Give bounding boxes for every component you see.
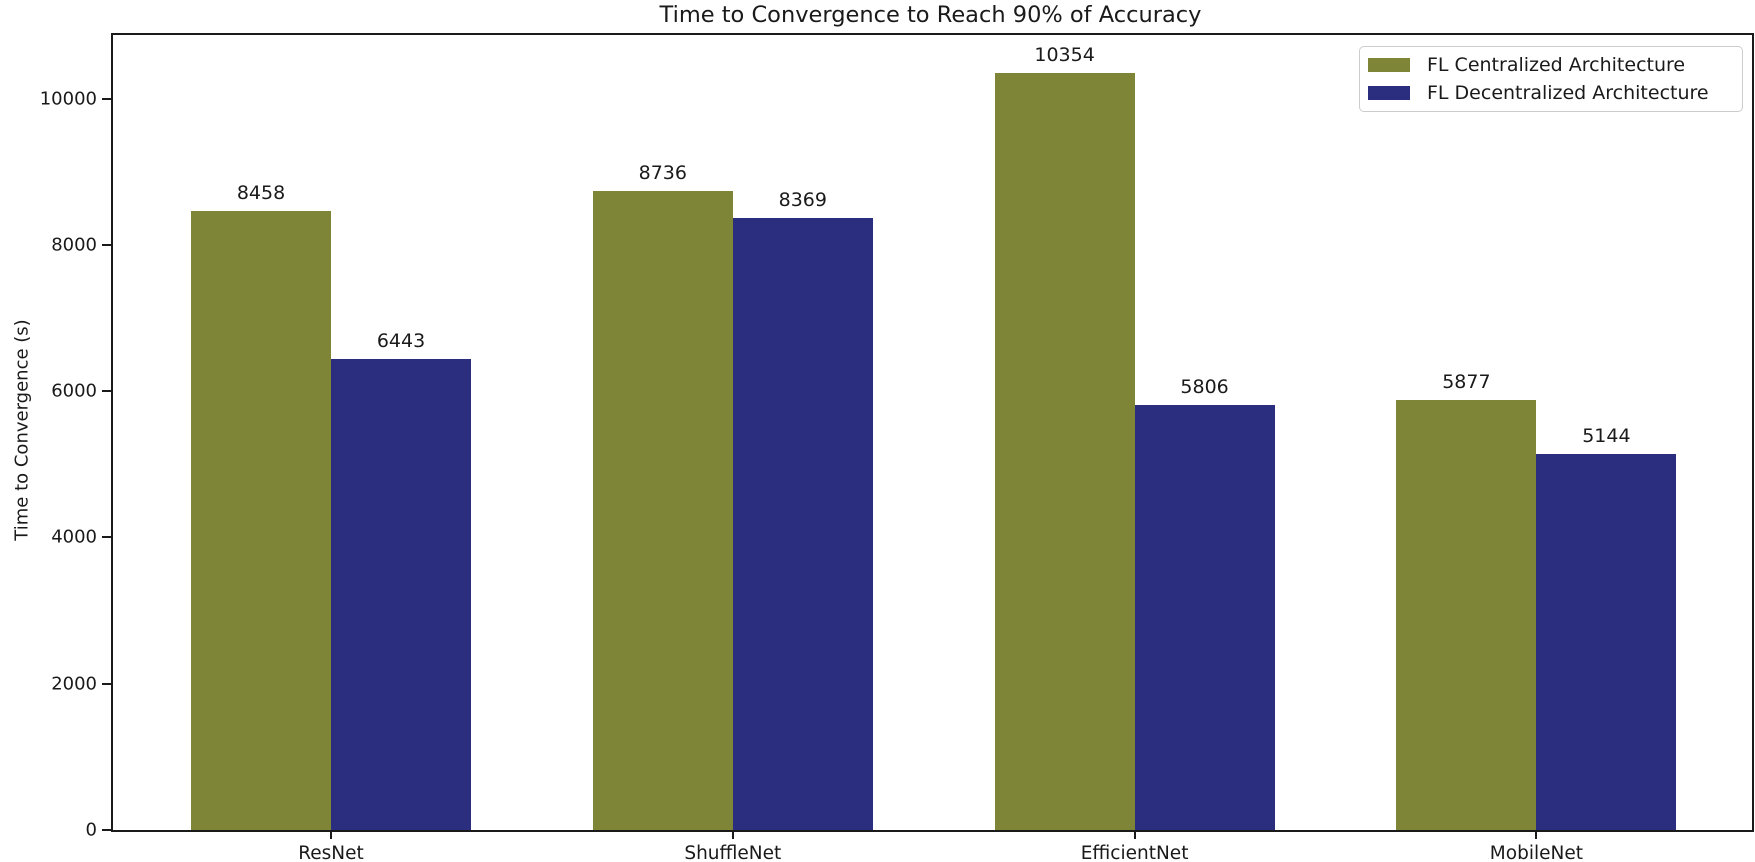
bar-resnet-series1 <box>331 358 471 830</box>
bar-shufflenet-series0 <box>592 191 733 830</box>
bar-resnet-series0 <box>191 211 331 830</box>
y-tick-label: 2000 <box>51 673 97 695</box>
plot-area: FL Centralized Architecture FL Decentral… <box>40 33 1754 862</box>
legend-swatch-centralized <box>1368 58 1410 72</box>
x-tick-mark <box>731 830 734 839</box>
x-tick-mark <box>330 830 332 839</box>
y-tick-label: 0 <box>85 819 97 841</box>
bar-shufflenet-series1 <box>732 217 873 830</box>
y-tick-label: 6000 <box>51 380 97 402</box>
bar-value-label: 8736 <box>638 162 687 185</box>
x-tick-label-shufflenet: ShuffleNet <box>684 843 782 862</box>
y-tick-label: 4000 <box>51 526 97 548</box>
legend: FL Centralized Architecture FL Decentral… <box>1359 46 1743 112</box>
y-tick-mark <box>102 97 111 100</box>
y-axis-label: Time to Convergence (s) <box>11 319 33 541</box>
legend-entry-decentralized: FL Decentralized Architecture <box>1368 82 1742 104</box>
bar-value-label: 5806 <box>1180 376 1229 399</box>
bar-mobilenet-series0 <box>1396 400 1537 830</box>
bar-value-label: 8369 <box>778 188 827 211</box>
legend-label-decentralized: FL Decentralized Architecture <box>1427 82 1709 104</box>
y-tick-mark <box>102 829 111 831</box>
bar-value-label: 10354 <box>1034 43 1095 66</box>
y-tick-mark <box>102 682 111 685</box>
legend-label-centralized: FL Centralized Architecture <box>1427 54 1686 76</box>
y-tick-mark <box>102 243 111 246</box>
x-tick-label-efficientnet: EfficientNet <box>1080 843 1189 862</box>
legend-entry-centralized: FL Centralized Architecture <box>1368 54 1742 76</box>
bar-efficientnet-series0 <box>994 72 1135 830</box>
bar-value-label: 6443 <box>376 329 426 352</box>
x-tick-label-resnet: ResNet <box>298 843 364 862</box>
legend-swatch-decentralized <box>1368 86 1410 100</box>
x-tick-mark <box>1133 830 1136 839</box>
y-tick-mark <box>102 536 111 539</box>
y-tick-label: 8000 <box>51 234 97 256</box>
bar-mobilenet-series1 <box>1536 453 1677 830</box>
bar-value-label: 5877 <box>1442 371 1491 394</box>
bar-value-label: 8458 <box>236 182 286 205</box>
y-tick-mark <box>102 390 111 393</box>
bar-value-label: 5144 <box>1582 424 1631 447</box>
chart-title: Time to Convergence to Reach 90% of Accu… <box>659 2 1202 28</box>
bar-efficientnet-series1 <box>1134 405 1275 830</box>
x-tick-mark <box>1535 830 1538 839</box>
y-tick-label: 10000 <box>39 88 97 110</box>
x-tick-label-mobilenet: MobileNet <box>1489 843 1583 862</box>
